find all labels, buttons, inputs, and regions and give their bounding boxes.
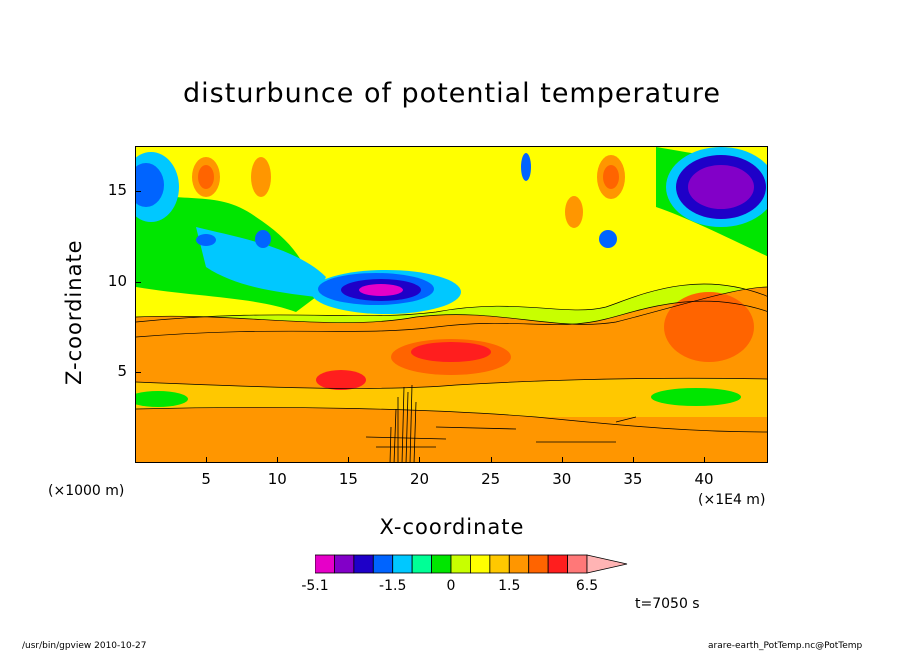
upper-warm-cell-2 <box>251 157 271 197</box>
colorbar-tick-label: -1.5 <box>379 578 407 594</box>
right-warm-core <box>664 292 754 362</box>
y-tick-mark <box>135 191 141 193</box>
x-tick-mark <box>419 457 421 463</box>
colorbar-segment <box>450 554 471 574</box>
colorbar-tick-label: -5.1 <box>301 578 329 594</box>
x-tick-label: 10 <box>267 470 287 488</box>
low-right-green-patch <box>651 388 741 406</box>
mid-orange-layer <box>136 287 767 387</box>
colorbar-tick-label: 0 <box>446 578 456 594</box>
colorbar-segment <box>470 554 491 574</box>
upper-warm-cell-1-core <box>198 165 214 189</box>
small-cold-cell-3 <box>599 230 617 248</box>
x-tick-label: 25 <box>481 470 501 488</box>
x-unit-note: (×1000 m) <box>48 483 125 499</box>
x-tick-label: 5 <box>201 470 211 488</box>
x-tick-label: 20 <box>409 470 430 488</box>
x-tick-mark <box>277 457 279 463</box>
colorbar-segment <box>315 554 335 574</box>
upper-left-cold-core <box>136 163 164 207</box>
x-tick-mark <box>490 457 492 463</box>
small-cold-cell-2 <box>255 230 271 248</box>
colorbar-segment <box>567 554 588 574</box>
colorbar-tick-label: 6.5 <box>575 578 599 594</box>
colorbar-segment <box>431 554 452 574</box>
colorbar <box>315 554 628 574</box>
contour-lines <box>136 283 767 433</box>
colorbar-segment <box>489 554 510 574</box>
colorbar-segment <box>392 554 413 574</box>
colorbar-segment <box>508 554 530 574</box>
colorbar-segment <box>411 554 432 574</box>
y-tick-mark <box>135 281 141 283</box>
upper-right-cold-core <box>688 165 754 209</box>
colorbar-tick-label: 1.5 <box>498 578 521 594</box>
footer-left-text: /usr/bin/gpview 2010-10-27 <box>22 641 147 651</box>
x-tick-label: 35 <box>623 470 643 488</box>
x-tick-label: 15 <box>338 470 358 488</box>
upper-warm-cell-3-core <box>603 165 619 189</box>
y-tick-mark <box>135 372 141 374</box>
small-cold-cell-4 <box>521 153 531 181</box>
time-label: t=7050 s <box>635 596 700 612</box>
x-scale-note: (×1E4 m) <box>698 492 766 508</box>
bottom-orange-layer <box>136 407 767 462</box>
footer-right-text: arare-earth_PotTemp.nc@PotTemp <box>708 641 863 651</box>
colorbar-segment <box>372 554 394 574</box>
chart-title: disturbunce of potential temperature <box>183 78 721 109</box>
colorbar-extension-arrow <box>586 554 628 574</box>
x-tick-label: 30 <box>552 470 572 488</box>
colorbar-segment <box>528 554 549 574</box>
convective-column <box>365 384 637 462</box>
potential-temperature-field <box>136 147 767 462</box>
colorbar-segment <box>334 554 355 574</box>
central-cold-core <box>359 284 403 296</box>
plot-area <box>135 146 768 463</box>
x-axis-label: X-coordinate <box>379 515 525 539</box>
x-tick-mark <box>561 457 563 463</box>
x-tick-mark <box>632 457 634 463</box>
x-tick-mark <box>703 457 705 463</box>
center-red-core <box>411 342 491 362</box>
colorbar-segment <box>547 554 568 574</box>
colorbar-segment <box>353 554 374 574</box>
small-cold-cell-1 <box>196 234 216 246</box>
x-tick-mark <box>348 457 350 463</box>
upper-warm-cell-4 <box>565 196 583 228</box>
y-tick-label: 10 <box>107 271 127 290</box>
left-cyan-region <box>196 227 326 297</box>
x-tick-label: 40 <box>694 470 714 488</box>
left-red-core <box>316 370 366 390</box>
y-tick-label: 5 <box>117 362 127 381</box>
y-tick-label: 15 <box>107 181 127 200</box>
low-left-green-patch <box>136 391 188 407</box>
x-tick-mark <box>206 457 208 463</box>
y-axis-label-text: Z-coordinate <box>62 239 86 385</box>
